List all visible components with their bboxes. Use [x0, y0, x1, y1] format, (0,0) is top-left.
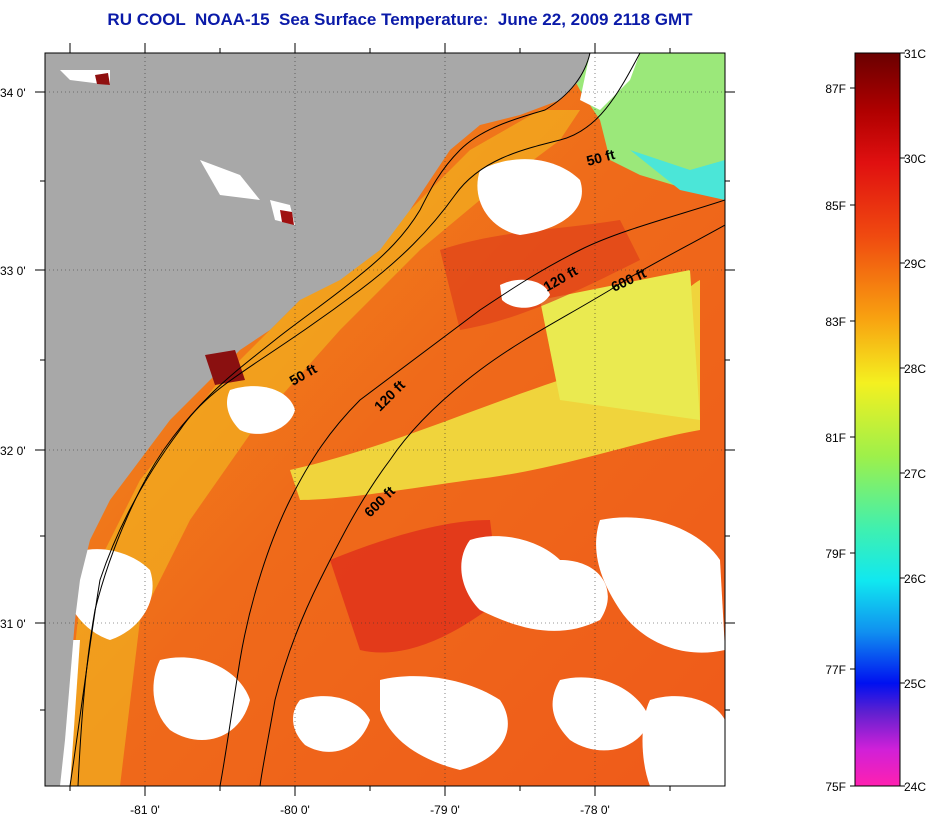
colorbar-celsius-label: 27C — [904, 467, 926, 481]
coastline — [77, 53, 591, 786]
colorbar-fahrenheit-label: 75F — [825, 780, 846, 794]
colorbar-fahrenheit-label: 85F — [825, 199, 846, 213]
hot-water-band — [440, 220, 640, 330]
latitude-label: 31 0' — [0, 617, 26, 631]
cloud-patch — [60, 549, 153, 640]
cloud-patch — [380, 676, 508, 770]
colorbar-celsius-label: 24C — [904, 780, 926, 794]
latitude-label: 34 0' — [0, 86, 26, 100]
colorbar-fahrenheit-label: 77F — [825, 663, 846, 677]
yellow-water-band — [290, 280, 700, 500]
map-frame — [44, 52, 726, 787]
map-title: RU COOL NOAA-15 Sea Surface Temperature:… — [107, 10, 693, 29]
colorbar-celsius-label: 30C — [904, 152, 926, 166]
latitude-label: 32 0' — [0, 444, 26, 458]
colorbar: 31C 30C 29C 28C 27C 26C 25C 24C 87F 85F … — [825, 47, 926, 794]
colorbar-gradient — [854, 52, 901, 787]
axis-ticks — [35, 43, 735, 796]
colorbar-fahrenheit-label: 83F — [825, 315, 846, 329]
latitude-label: 33 0' — [0, 264, 26, 278]
contour-label: 50 ft — [585, 146, 617, 169]
cyan-water-region — [630, 150, 725, 200]
longitude-label: -80 0' — [280, 803, 310, 817]
colorbar-celsius-label: 26C — [904, 572, 926, 586]
coastal-marsh — [580, 53, 640, 110]
map-area — [45, 53, 725, 786]
longitude-label: -78 0' — [580, 803, 610, 817]
cloud-patch — [293, 696, 370, 752]
colorbar-fahrenheit-label: 87F — [825, 82, 846, 96]
land-mass — [45, 53, 590, 786]
longitude-label: -81 0' — [130, 803, 160, 817]
inland-water-patch — [200, 160, 260, 200]
cloud-patch — [477, 159, 582, 235]
contour-120ft — [219, 199, 725, 786]
colorbar-fahrenheit-label: 79F — [825, 547, 846, 561]
cloud-patch — [227, 386, 295, 434]
contour-600ft — [259, 224, 725, 786]
longitude-label: -79 0' — [430, 803, 460, 817]
colorbar-fahrenheit-label: 81F — [825, 431, 846, 445]
hot-estuary-patch — [95, 73, 110, 85]
cloud-patch — [596, 517, 725, 653]
hot-estuary-patch — [205, 350, 245, 385]
colorbar-celsius-label: 25C — [904, 677, 926, 691]
colorbar-celsius-label: 31C — [904, 47, 926, 61]
cloud-patch — [461, 536, 608, 631]
hot-water-core — [330, 520, 500, 653]
colorbar-celsius-label: 28C — [904, 362, 926, 376]
hot-estuary-patch — [280, 210, 294, 225]
colorbar-celsius-label: 29C — [904, 257, 926, 271]
cloud-patch — [500, 279, 550, 308]
cloud-patch — [642, 696, 725, 786]
contour-50ft — [69, 53, 641, 786]
graticule — [45, 53, 725, 786]
cloud-patch — [153, 657, 250, 740]
cloud-patch — [552, 677, 650, 751]
coastal-water-band — [60, 110, 580, 786]
